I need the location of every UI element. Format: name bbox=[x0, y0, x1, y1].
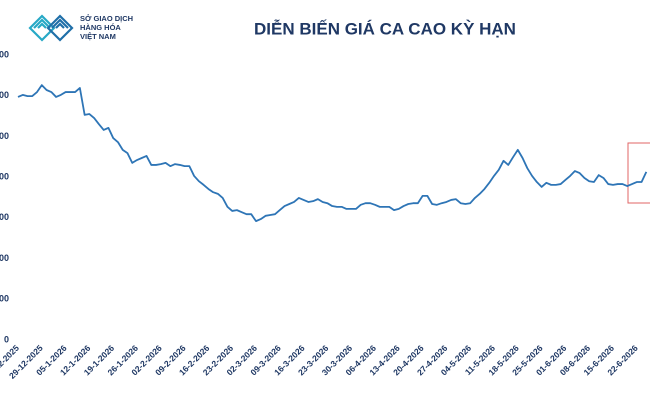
logo-text: HÀNG HÓA bbox=[80, 23, 121, 32]
logo-text: SỞ GIAO DỊCH bbox=[80, 14, 133, 23]
y-tick-label: 2000 bbox=[0, 253, 9, 263]
logo-mark bbox=[46, 14, 74, 42]
chart-title: DIỄN BIẾN GIÁ CA CAO KỲ HẠN bbox=[254, 19, 516, 38]
logo-mark bbox=[28, 14, 56, 42]
logo-mark bbox=[33, 18, 51, 29]
y-tick-label: 6000 bbox=[0, 90, 9, 100]
y-tick-label: 3000 bbox=[0, 212, 9, 222]
y-tick-label: 4000 bbox=[0, 172, 9, 182]
y-tick-label: 1000 bbox=[0, 294, 9, 304]
y-tick-label: 0 bbox=[4, 334, 9, 344]
y-tick-label: 5000 bbox=[0, 131, 9, 141]
y-tick-label: 7000 bbox=[0, 49, 9, 59]
highlight-box bbox=[627, 142, 650, 204]
logo bbox=[28, 14, 74, 42]
line-series bbox=[17, 84, 648, 223]
logo-text: VIỆT NAM bbox=[80, 32, 116, 41]
